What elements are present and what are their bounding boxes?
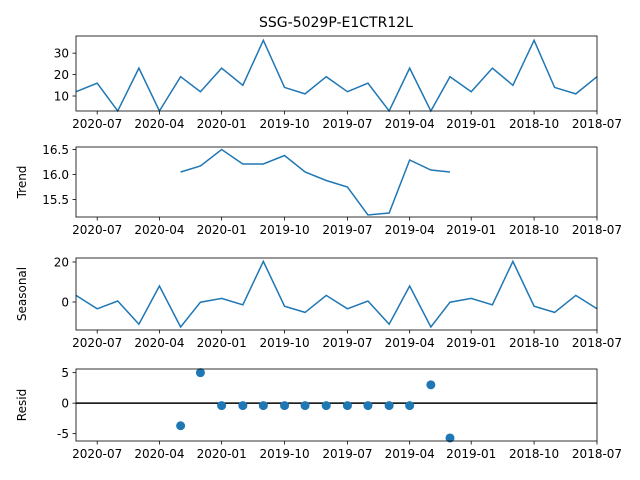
x-tick-label: 2019-07 (322, 223, 372, 237)
x-tick-label: 2019-04 (385, 447, 435, 461)
x-tick-label: 2018-07 (572, 447, 622, 461)
panels: 10 20 30 2020-07 2020-04 2020-01 2019-10 2019-0… (15, 35, 622, 461)
y-tick-label: 0 (61, 296, 69, 310)
chart-title: SSG-5029P-E1CTR12L (259, 15, 413, 31)
observed-axes-frame (75, 35, 598, 112)
x-tick-label: 2020-04 (134, 223, 184, 237)
x-tick-label: 2019-07 (322, 336, 372, 350)
x-tick-label: 2020-01 (197, 223, 247, 237)
resid-point (176, 421, 186, 431)
y-tick-label: 16.0 (42, 168, 69, 182)
x-tick-label: 2018-07 (572, 223, 622, 237)
x-tick-label: 2020-04 (134, 117, 184, 131)
x-tick-label: 2019-01 (446, 336, 496, 350)
seasonal-series-line (75, 259, 598, 329)
y-tick-label: -5 (57, 427, 69, 441)
x-tick-label: 2019-04 (385, 336, 435, 350)
y-tick-label: 10 (54, 90, 69, 104)
x-tick-label: 2020-07 (72, 336, 122, 350)
trend-series-line (180, 148, 451, 216)
x-tick-label: 2020-07 (72, 447, 122, 461)
x-tick-label: 2019-01 (446, 447, 496, 461)
trend-axes-frame (75, 146, 598, 218)
x-tick-label: 2020-04 (134, 447, 184, 461)
resid-point (363, 401, 373, 411)
x-tick-label: 2018-10 (509, 447, 559, 461)
x-tick-label: 2019-10 (259, 336, 309, 350)
resid-point (342, 401, 352, 411)
panel-observed: 10 20 30 2020-07 2020-04 2020-01 2019-10 2019-0… (54, 35, 622, 131)
resid-point (426, 380, 436, 390)
panel-resid: -5 0 5 2020-07 2020-04 2020-01 2019-10 2019-07 2… (15, 366, 622, 461)
x-tick-label: 2018-10 (509, 223, 559, 237)
resid-point (321, 401, 331, 411)
x-tick-label: 2018-07 (572, 336, 622, 350)
x-tick-label: 2020-01 (197, 117, 247, 131)
panel-trend: 15.5 16.0 16.5 2020-07 2020-04 2020-01 2019-10… (15, 143, 622, 237)
resid-point (280, 401, 290, 411)
resid-point (405, 401, 415, 411)
x-tick-label: 2018-10 (509, 117, 559, 131)
x-tick-label: 2019-07 (322, 447, 372, 461)
y-tick-label: 15.5 (42, 193, 69, 207)
resid-point (195, 368, 205, 378)
y-tick-label: 5 (61, 366, 69, 380)
resid-point (258, 401, 268, 411)
resid-point (445, 433, 455, 443)
x-tick-label: 2020-01 (197, 336, 247, 350)
trend-ylabel: Trend (15, 166, 29, 200)
x-tick-label: 2019-10 (259, 117, 309, 131)
x-tick-label: 2019-01 (446, 223, 496, 237)
y-tick-label: 20 (54, 68, 69, 82)
x-tick-label: 2019-10 (259, 447, 309, 461)
x-tick-label: 2019-01 (446, 117, 496, 131)
resid-point (217, 401, 227, 411)
x-tick-label: 2019-10 (259, 223, 309, 237)
x-tick-label: 2019-07 (322, 117, 372, 131)
panel-seasonal: 0 20 2020-07 2020-04 2020-01 2019-10 2019-07 20… (15, 256, 622, 351)
x-tick-label: 2019-04 (385, 117, 435, 131)
y-tick-label: 0 (61, 397, 69, 411)
resid-point (238, 401, 248, 411)
seasonal-ylabel: Seasonal (15, 267, 29, 321)
y-tick-label: 20 (54, 256, 69, 270)
y-tick-label: 16.5 (42, 143, 69, 157)
x-tick-label: 2019-04 (385, 223, 435, 237)
x-tick-label: 2018-10 (509, 336, 559, 350)
x-tick-label: 2020-07 (72, 223, 122, 237)
y-tick-label: 30 (54, 47, 69, 61)
x-tick-label: 2018-07 (572, 117, 622, 131)
resid-axes-frame (75, 368, 598, 442)
seasonal-axes-frame (75, 257, 598, 331)
x-tick-label: 2020-01 (197, 447, 247, 461)
observed-series-line (75, 38, 598, 113)
resid-point (300, 401, 310, 411)
resid-ylabel: Resid (15, 389, 29, 421)
resid-point (384, 401, 394, 411)
x-tick-label: 2020-04 (134, 336, 184, 350)
x-tick-label: 2020-07 (72, 117, 122, 131)
